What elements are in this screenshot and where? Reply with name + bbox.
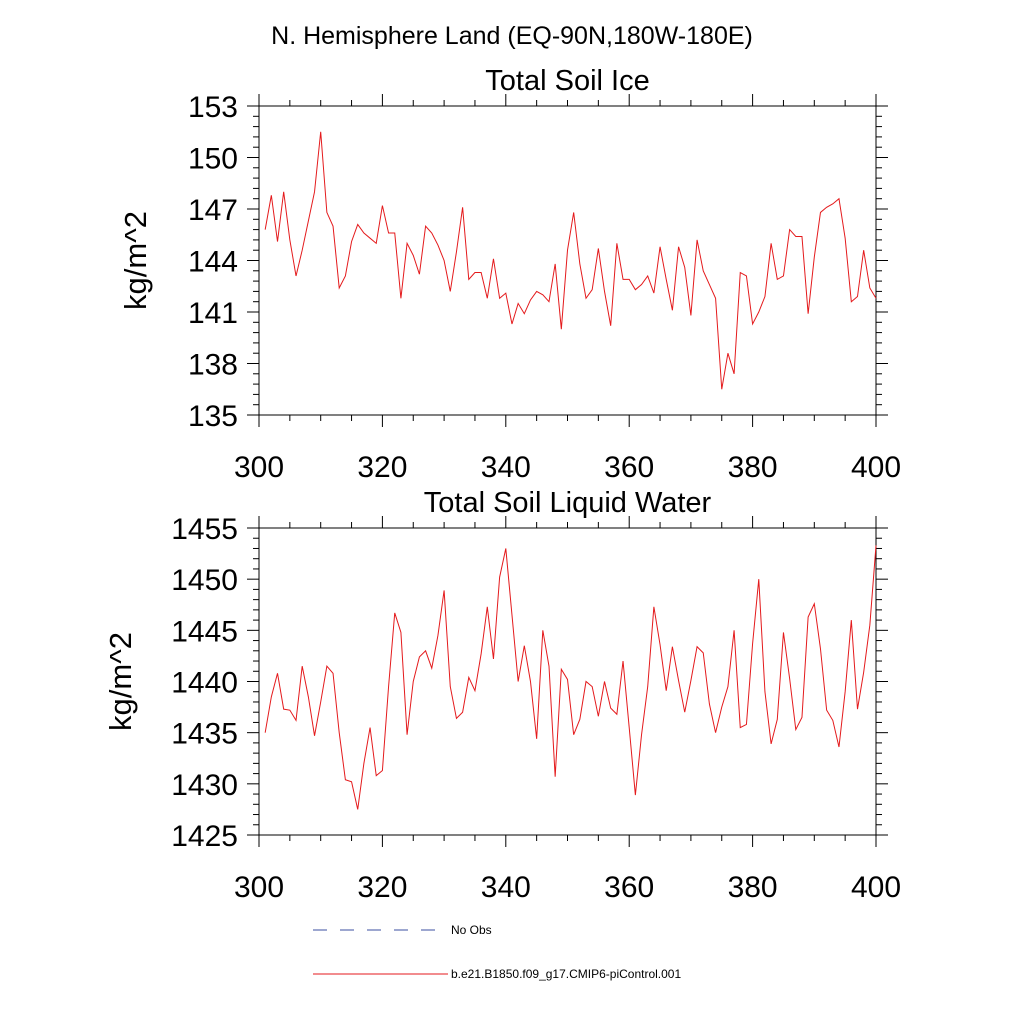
x-tick-label: 360 <box>604 871 654 904</box>
panel-total-soil-ice: Total Soil Ice kg/m^2 135 138 141 144 147 150 15… <box>118 65 901 484</box>
y-axis-label: kg/m^2 <box>103 632 138 731</box>
x-tick-label: 380 <box>728 871 778 904</box>
y-tick-label: 1435 <box>171 718 238 751</box>
y-tick-label: 1425 <box>171 820 238 853</box>
y-axis-label: kg/m^2 <box>118 211 153 310</box>
y-tick-label: 147 <box>188 194 238 227</box>
x-tick-label: 320 <box>357 451 407 484</box>
legend-model-label: b.e21.B1850.f09_g17.CMIP6-piControl.001 <box>451 967 681 981</box>
legend: No Obs b.e21.B1850.f09_g17.CMIP6-piContr… <box>313 923 681 981</box>
y-tick-label: 138 <box>188 349 238 382</box>
x-tick-label: 360 <box>604 451 654 484</box>
x-tick-label: 340 <box>481 451 531 484</box>
x-tick-label: 300 <box>234 871 284 904</box>
chart-title: Total Soil Liquid Water <box>424 487 712 519</box>
legend-obs-label: No Obs <box>451 923 492 937</box>
x-tick-label: 340 <box>481 871 531 904</box>
plot-frame <box>258 105 877 416</box>
y-tick-label: 1455 <box>171 513 238 546</box>
series-line <box>264 545 877 810</box>
x-tick-label: 300 <box>234 451 284 484</box>
panel-total-soil-liquid-water: Total Soil Liquid Water kg/m^2 1425 1430 143… <box>103 487 901 904</box>
x-tick-label: 320 <box>357 871 407 904</box>
series-line <box>264 131 877 390</box>
page-title: N. Hemisphere Land (EQ-90N,180W-180E) <box>271 22 753 50</box>
y-tick-label: 1445 <box>171 615 238 648</box>
y-tick-label: 153 <box>188 91 238 124</box>
chart-title: Total Soil Ice <box>485 65 649 97</box>
y-tick-label: 141 <box>188 297 238 330</box>
y-tick-label: 1440 <box>171 667 238 700</box>
y-tick-label: 1450 <box>171 564 238 597</box>
x-tick-label: 400 <box>851 451 901 484</box>
y-tick-label: 144 <box>188 246 238 279</box>
y-tick-label: 135 <box>188 400 238 433</box>
x-tick-label: 380 <box>728 451 778 484</box>
y-tick-label: 150 <box>188 143 238 176</box>
x-tick-label: 400 <box>851 871 901 904</box>
y-tick-label: 1430 <box>171 769 238 802</box>
